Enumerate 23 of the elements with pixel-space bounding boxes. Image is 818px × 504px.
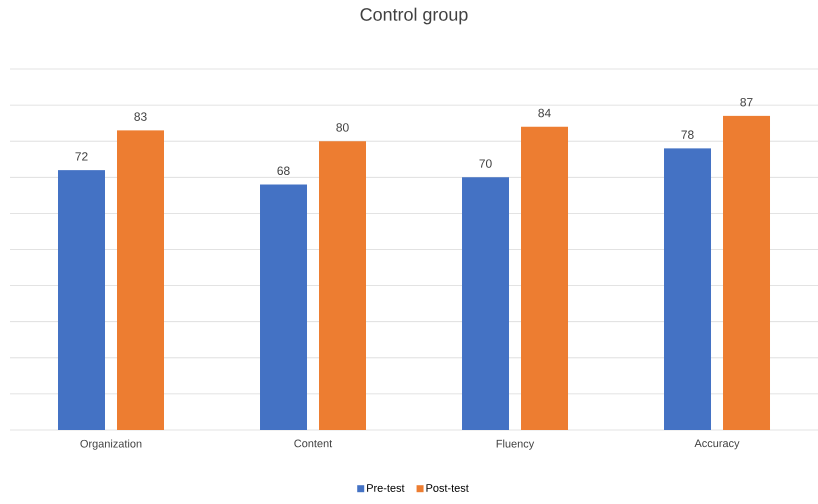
data-label: 78 — [681, 130, 694, 139]
bar — [58, 170, 105, 430]
data-label: 83 — [134, 112, 147, 121]
bar — [664, 148, 712, 430]
bar — [260, 184, 308, 430]
x-tick-label: Accuracy — [694, 440, 740, 450]
chart-title: Control group — [360, 8, 468, 24]
legend-label: Pre-test — [367, 484, 404, 492]
legend-label: Post-test — [426, 484, 469, 492]
data-label: 70 — [479, 159, 492, 168]
data-label: 68 — [277, 166, 290, 175]
bar — [117, 130, 164, 430]
data-label: 84 — [538, 108, 551, 118]
data-label: 72 — [75, 152, 88, 161]
bar — [319, 141, 366, 430]
bar — [723, 116, 770, 430]
data-label: 87 — [740, 98, 753, 106]
x-tick-label: Content — [294, 440, 332, 448]
bar — [462, 177, 510, 430]
bar — [521, 126, 568, 430]
x-tick-label: Fluency — [496, 440, 534, 450]
x-tick-label: Organization — [80, 440, 142, 450]
data-label: 80 — [336, 123, 349, 132]
